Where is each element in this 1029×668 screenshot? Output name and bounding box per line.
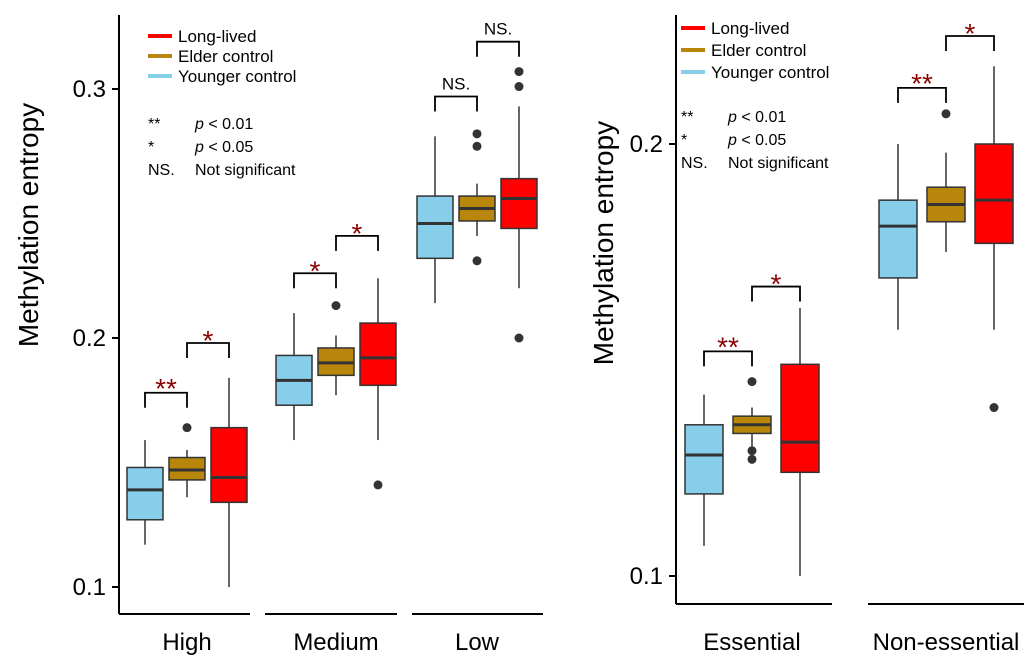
box-younger-control <box>684 424 724 495</box>
significance-bracket <box>186 342 230 358</box>
significance-label: * <box>310 255 321 286</box>
significance-label: ** <box>155 373 177 404</box>
box-long-lived <box>210 426 248 504</box>
significance-bracket <box>897 86 947 103</box>
legend-label: Elder control <box>178 47 273 66</box>
significance-bracket <box>335 235 379 251</box>
sig-key-text: Not significant <box>195 162 296 179</box>
y-axis-label: Methylation entropy <box>13 103 44 347</box>
outlier-point <box>989 403 999 413</box>
box-younger-control <box>126 466 164 521</box>
outlier-point <box>472 129 482 139</box>
sig-key-mark: * <box>681 132 687 149</box>
legend-label: Younger control <box>178 67 296 86</box>
y-axis-label: Methylation entropy <box>588 121 619 365</box>
significance-label: ** <box>717 331 739 362</box>
outlier-point <box>941 109 951 119</box>
sig-key-text: p < 0.05 <box>194 139 253 156</box>
legend-label: Younger control <box>711 63 829 82</box>
legend-label: Long-lived <box>178 27 256 46</box>
y-tick-label: 0.2 <box>73 325 106 352</box>
y-tick-label: 0.2 <box>630 131 663 158</box>
outlier-point <box>514 333 524 343</box>
x-group-label: Medium <box>293 629 378 656</box>
box-long-lived <box>974 143 1014 245</box>
outlier-point <box>182 423 192 433</box>
significance-bracket <box>144 391 188 408</box>
significance-label: * <box>771 269 782 300</box>
outlier-point <box>472 256 482 266</box>
box-younger-control <box>878 199 918 279</box>
sig-key-mark: NS. <box>148 162 175 179</box>
box-long-lived <box>359 322 397 387</box>
outlier-point <box>514 82 524 92</box>
legend-label: Elder control <box>711 41 806 60</box>
significance-bracket <box>434 95 478 112</box>
sig-key-mark: * <box>148 139 154 156</box>
x-group-label: Non-essential <box>873 629 1020 656</box>
significance-bracket <box>945 35 995 51</box>
outlier-point <box>747 446 757 456</box>
y-tick-label: 0.1 <box>73 574 106 601</box>
significance-label: NS. <box>484 20 512 39</box>
outlier-point <box>747 377 757 387</box>
outlier-point <box>472 141 482 151</box>
sig-key-mark: NS. <box>681 155 708 172</box>
x-group-label: Essential <box>703 629 800 656</box>
outlier-point <box>331 301 341 311</box>
significance-bracket <box>703 350 753 367</box>
outlier-point <box>747 454 757 464</box>
box-younger-control <box>416 195 454 260</box>
sig-key-mark: ** <box>681 109 693 126</box>
significance-bracket <box>751 285 801 302</box>
significance-label: * <box>352 218 363 249</box>
x-group-label: High <box>162 629 211 656</box>
legend-label: Long-lived <box>711 19 789 38</box>
outlier-point <box>373 480 383 490</box>
y-tick-label: 0.1 <box>630 563 663 590</box>
significance-bracket <box>293 272 337 289</box>
significance-label: * <box>965 18 976 49</box>
sig-key-text: p < 0.01 <box>727 109 786 126</box>
sig-key-text: p < 0.01 <box>194 116 253 133</box>
box-long-lived <box>780 363 820 474</box>
significance-label: ** <box>911 68 933 99</box>
sig-key-text: Not significant <box>728 155 829 172</box>
significance-bracket <box>476 40 520 57</box>
sig-key-text: p < 0.05 <box>727 132 786 149</box>
significance-label: * <box>203 325 214 356</box>
box-long-lived <box>500 177 538 230</box>
sig-key-mark: ** <box>148 116 160 133</box>
x-group-label: Low <box>455 629 500 656</box>
outlier-point <box>514 67 524 77</box>
significance-label: NS. <box>442 74 470 93</box>
y-tick-label: 0.3 <box>73 76 106 103</box>
